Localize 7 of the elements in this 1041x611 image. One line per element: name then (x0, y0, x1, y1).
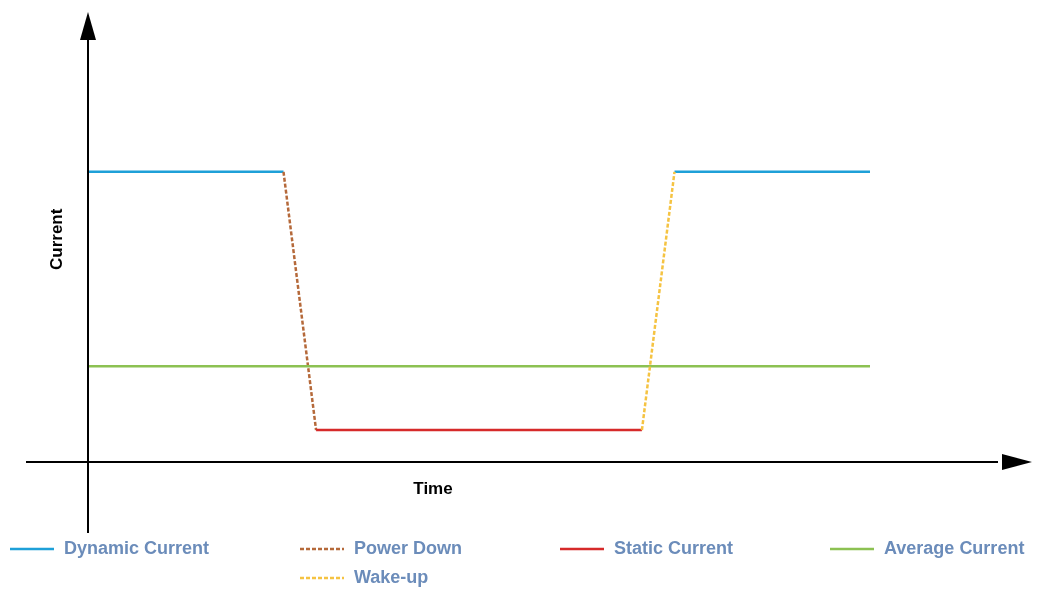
legend-label: Static Current (614, 538, 734, 559)
legend-label: Dynamic Current (64, 538, 210, 559)
legend-label: Power Down (354, 538, 463, 559)
legend-label: Average Current (884, 538, 1025, 559)
x-axis-title: Time (413, 479, 453, 498)
y-axis-title: Current (47, 208, 67, 270)
legend-label: Wake-up (354, 567, 429, 588)
